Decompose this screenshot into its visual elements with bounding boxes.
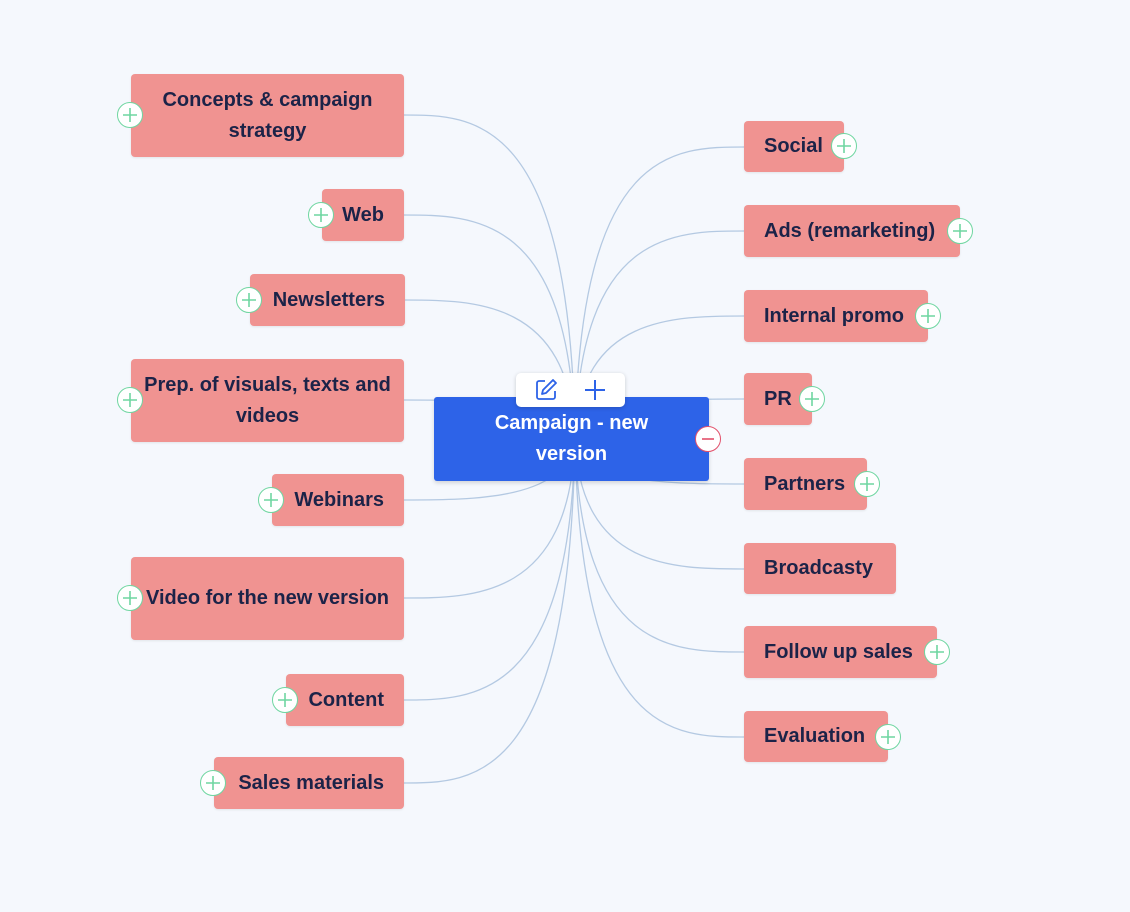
branch-node-content[interactable]: Content bbox=[286, 674, 404, 726]
plus-icon bbox=[314, 208, 328, 222]
collapse-button[interactable] bbox=[695, 426, 721, 452]
node-toolbar bbox=[516, 373, 625, 407]
plus-icon bbox=[242, 293, 256, 307]
branch-node-video[interactable]: Video for the new version bbox=[131, 557, 404, 640]
branch-label: Evaluation bbox=[764, 725, 866, 747]
plus-icon bbox=[123, 591, 137, 605]
branch-label: Internal promo bbox=[764, 304, 905, 327]
branch-label: Social bbox=[764, 135, 823, 157]
branch-link bbox=[574, 230, 745, 439]
expand-button[interactable] bbox=[915, 303, 941, 329]
branch-link bbox=[403, 437, 576, 599]
expand-button[interactable] bbox=[875, 724, 901, 750]
branch-node-concepts[interactable]: Concepts & campaign strategy bbox=[131, 74, 404, 157]
branch-label: Sales materials bbox=[238, 771, 384, 794]
branch-link bbox=[574, 437, 745, 570]
branch-node-pr[interactable]: PR bbox=[744, 373, 812, 425]
edit-button[interactable] bbox=[530, 375, 562, 405]
expand-button[interactable] bbox=[258, 487, 284, 513]
branch-label: Newsletters bbox=[272, 288, 385, 311]
expand-button[interactable] bbox=[854, 471, 880, 497]
branch-label: Broadcasty bbox=[764, 557, 873, 579]
branch-node-newsletters[interactable]: Newsletters bbox=[250, 274, 405, 326]
branch-link bbox=[574, 146, 745, 439]
branch-link bbox=[403, 437, 576, 701]
branch-node-ads[interactable]: Ads (remarketing) bbox=[744, 205, 960, 257]
root-node[interactable]: Campaign - new version bbox=[434, 397, 709, 481]
branch-label: Prep. of visuals, texts and videos bbox=[144, 373, 391, 427]
branch-node-evaluation[interactable]: Evaluation bbox=[744, 711, 888, 762]
root-label: Campaign - new version bbox=[494, 412, 649, 465]
expand-button[interactable] bbox=[200, 770, 226, 796]
branch-label: Content bbox=[308, 688, 384, 711]
expand-button[interactable] bbox=[236, 287, 262, 313]
branch-node-prep-visuals[interactable]: Prep. of visuals, texts and videos bbox=[131, 359, 404, 442]
edit-icon bbox=[536, 379, 558, 400]
plus-icon bbox=[930, 645, 944, 659]
plus-icon bbox=[264, 493, 278, 507]
branch-label: Video for the new version bbox=[145, 587, 390, 609]
plus-icon bbox=[123, 108, 137, 122]
branch-label: Ads (remarketing) bbox=[764, 219, 936, 242]
expand-button[interactable] bbox=[924, 639, 950, 665]
branch-node-social[interactable]: Social bbox=[744, 121, 844, 172]
plus-icon bbox=[881, 730, 895, 744]
branch-node-sales-materials[interactable]: Sales materials bbox=[214, 757, 404, 809]
plus-icon bbox=[206, 776, 220, 790]
expand-button[interactable] bbox=[117, 585, 143, 611]
branch-link bbox=[403, 437, 576, 784]
expand-button[interactable] bbox=[308, 202, 334, 228]
branch-label: Concepts & campaign strategy bbox=[162, 88, 373, 142]
branch-label: Partners bbox=[764, 472, 846, 495]
plus-icon bbox=[953, 224, 967, 238]
branch-label: Webinars bbox=[294, 488, 384, 511]
branch-node-follow-up-sales[interactable]: Follow up sales bbox=[744, 626, 937, 678]
plus-icon bbox=[860, 477, 874, 491]
expand-button[interactable] bbox=[947, 218, 973, 244]
expand-button[interactable] bbox=[272, 687, 298, 713]
expand-button[interactable] bbox=[117, 387, 143, 413]
add-child-button[interactable] bbox=[579, 375, 611, 405]
expand-button[interactable] bbox=[831, 133, 857, 159]
branch-link bbox=[403, 214, 576, 439]
branch-node-partners[interactable]: Partners bbox=[744, 458, 867, 510]
plus-icon bbox=[278, 693, 292, 707]
branch-link bbox=[574, 437, 745, 653]
branch-node-internal-promo[interactable]: Internal promo bbox=[744, 290, 928, 342]
branch-node-broadcasty[interactable]: Broadcasty bbox=[744, 543, 896, 594]
branch-node-web[interactable]: Web bbox=[322, 189, 404, 241]
branch-label: Web bbox=[342, 203, 384, 226]
plus-icon bbox=[837, 139, 851, 153]
minus-icon bbox=[702, 438, 714, 440]
expand-button[interactable] bbox=[799, 386, 825, 412]
plus-icon bbox=[805, 392, 819, 406]
branch-label: PR bbox=[764, 387, 792, 410]
plus-icon bbox=[921, 309, 935, 323]
branch-link bbox=[403, 114, 576, 439]
expand-button[interactable] bbox=[117, 102, 143, 128]
plus-icon bbox=[123, 393, 137, 407]
branch-node-webinars[interactable]: Webinars bbox=[272, 474, 404, 526]
branch-link bbox=[574, 437, 745, 738]
plus-icon bbox=[584, 380, 605, 400]
branch-label: Follow up sales bbox=[764, 640, 913, 663]
